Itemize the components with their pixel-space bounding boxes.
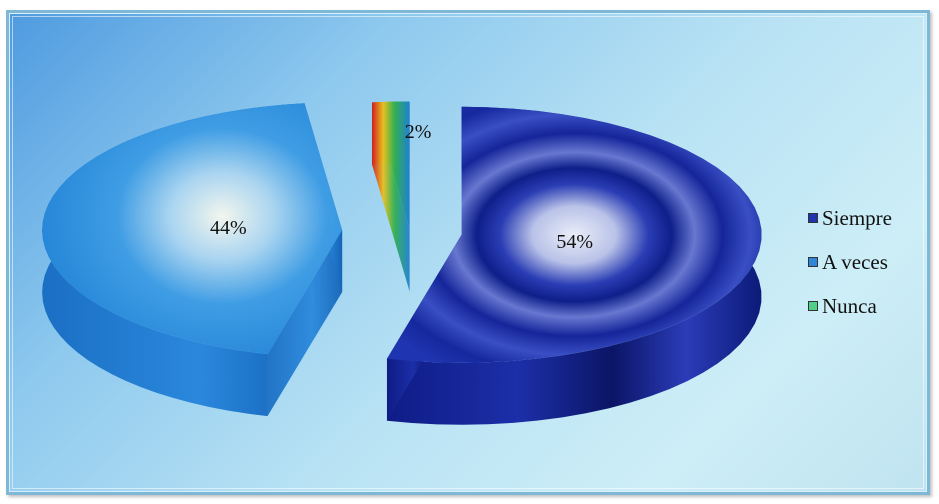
pie-slices: [42, 101, 762, 425]
legend-swatch-siempre: [808, 213, 818, 223]
pie-data-labels: 2% 44% 54%: [210, 121, 593, 253]
legend-item-a-veces: A veces: [808, 240, 926, 284]
legend-label-siempre: Siempre: [822, 205, 892, 230]
pie-slice-face-a-veces-0: [267, 230, 343, 417]
pie-slice-top-siempre: [386, 106, 762, 363]
legend-swatch-nunca: [808, 301, 818, 311]
pie-slice-a-veces: [42, 103, 343, 417]
legend-item-siempre: Siempre: [808, 196, 926, 240]
pie-slice-top-a-veces: [42, 103, 343, 355]
legend-item-nunca: Nunca: [808, 284, 926, 328]
top-strip: [0, 0, 939, 10]
pie-slice-nunca: [372, 101, 410, 292]
chart-area-inner-border: [12, 16, 924, 489]
data-label-nunca: 2%: [405, 121, 432, 143]
legend: Siempre A veces Nunca: [808, 196, 926, 328]
legend-label-a-veces: A veces: [822, 249, 888, 274]
pie-slice-top-nunca: [372, 101, 410, 230]
legend-label-nunca: Nunca: [822, 293, 877, 318]
data-label-a-veces: 44%: [210, 217, 247, 239]
legend-swatch-a-veces: [808, 257, 818, 267]
data-label-siempre: 54%: [556, 231, 593, 253]
pie-slice-face-nunca-0: [372, 102, 410, 292]
pie-slice-siempre: [386, 106, 762, 425]
